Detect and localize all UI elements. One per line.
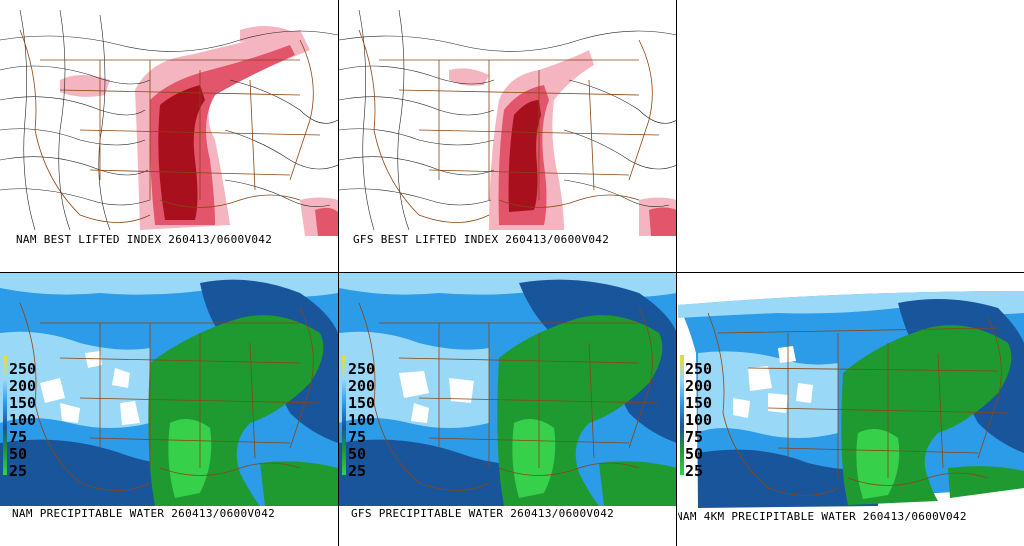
nam-lifted-index-panel: NAM BEST LIFTED INDEX 260413/0600V042 (0, 0, 338, 272)
nam-pw-legend-item: 100 (9, 411, 37, 429)
gfs-lifted-index-panel: GFS BEST LIFTED INDEX 260413/0600V042 (339, 0, 677, 272)
gfs-pw-legend-item: 25 (348, 462, 367, 480)
gfs-pw-legend-item: 75 (348, 428, 367, 446)
nam-precipitable-water-caption: NAM PRECIPITABLE WATER 260413/0600V042 (12, 507, 276, 520)
gfs-precipitable-water-panel: 250 200 150 100 75 50 25 GFS PRECIPITABL… (339, 273, 677, 546)
nam-pw-legend-bar (3, 355, 7, 475)
nam-precipitable-water-map (0, 273, 338, 506)
gfs-pw-legend-bar (342, 355, 346, 475)
nam-pw-legend-item: 150 (9, 394, 37, 412)
gfs-pw-legend-item: 200 (348, 377, 376, 395)
panel-divider-top-right (676, 236, 677, 237)
nam-pw-legend-item: 50 (9, 445, 28, 463)
nam4km-pw-legend-item: 25 (685, 462, 704, 480)
nam4km-precipitable-water-map (678, 273, 1024, 546)
nam-pw-legend-item: 75 (9, 428, 28, 446)
nam-pw-legend-item: 200 (9, 377, 37, 395)
gfs-pw-legend-item: 50 (348, 445, 367, 463)
nam4km-pw-legend-item: 100 (685, 411, 713, 429)
gfs-precipitable-water-caption: GFS PRECIPITABLE WATER 260413/0600V042 (351, 507, 615, 520)
nam4km-pw-legend-item: 200 (685, 377, 713, 395)
nam-pw-legend-item: 25 (9, 462, 28, 480)
nam4km-pw-legend-item: 75 (685, 428, 704, 446)
nam-precipitable-water-panel: 250 200 150 100 75 50 25 NAM PRECIPITABL… (0, 273, 338, 546)
gfs-pw-legend-item: 150 (348, 394, 376, 412)
panel-divider-horizontal (0, 272, 1024, 273)
nam-lifted-index-map (0, 0, 338, 236)
gfs-pw-legend-item: 250 (348, 360, 376, 378)
nam4km-pw-legend-item: 50 (685, 445, 704, 463)
gfs-precipitable-water-map (339, 273, 677, 506)
nam4km-pw-legend-item: 150 (685, 394, 713, 412)
panel-divider-vertical-left (338, 0, 339, 546)
nam4km-precipitable-water-panel: 250 200 150 100 75 50 25 NAM 4KM PRECIPI… (678, 273, 1024, 546)
nam-lifted-index-caption: NAM BEST LIFTED INDEX 260413/0600V042 (16, 233, 273, 246)
nam4km-pw-legend-item: 250 (685, 360, 713, 378)
nam-pw-legend-item: 250 (9, 360, 37, 378)
gfs-pw-legend-item: 100 (348, 411, 376, 429)
nam4km-pw-legend-bar (680, 355, 684, 475)
nam4km-precipitable-water-caption: NAM 4KM PRECIPITABLE WATER 260413/0600V0… (678, 510, 967, 523)
gfs-lifted-index-map (339, 0, 677, 236)
nam-pw-legend: 250 200 150 100 75 50 25 (9, 361, 36, 480)
nam4km-pw-legend: 250 200 150 100 75 50 25 (685, 361, 712, 480)
gfs-pw-legend: 250 200 150 100 75 50 25 (348, 361, 375, 480)
panel-divider-vertical-right (676, 0, 677, 546)
gfs-lifted-index-caption: GFS BEST LIFTED INDEX 260413/0600V042 (353, 233, 610, 246)
